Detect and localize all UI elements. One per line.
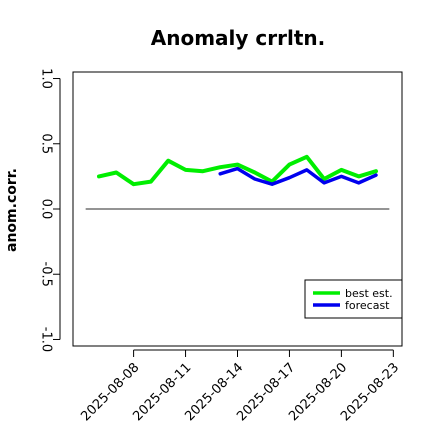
legend-box xyxy=(304,279,403,319)
legend-label: best est. xyxy=(345,287,393,300)
chart-title: Anomaly crrltn. xyxy=(151,26,325,50)
legend: best est.forecast xyxy=(304,279,403,319)
series-line-forecast xyxy=(218,166,378,186)
plot-area xyxy=(72,71,403,347)
y-tick-label: 0.5 xyxy=(38,133,53,154)
y-tick-label: 1.0 xyxy=(38,68,53,89)
x-axis: 2025-08-082025-08-112025-08-142025-08-17… xyxy=(78,349,402,424)
y-tick-label: 0.0 xyxy=(38,199,53,220)
y-tick-label: -0.5 xyxy=(38,262,53,287)
y-axis: -1.0 -0.5 0.0 0.5 1.0 xyxy=(38,68,61,352)
legend-label: forecast xyxy=(345,299,390,312)
plot-frame xyxy=(72,71,403,347)
y-axis-label: anom.corr. xyxy=(4,168,20,252)
series-line-best-est xyxy=(97,154,378,187)
y-tick-label: -1.0 xyxy=(38,327,53,352)
